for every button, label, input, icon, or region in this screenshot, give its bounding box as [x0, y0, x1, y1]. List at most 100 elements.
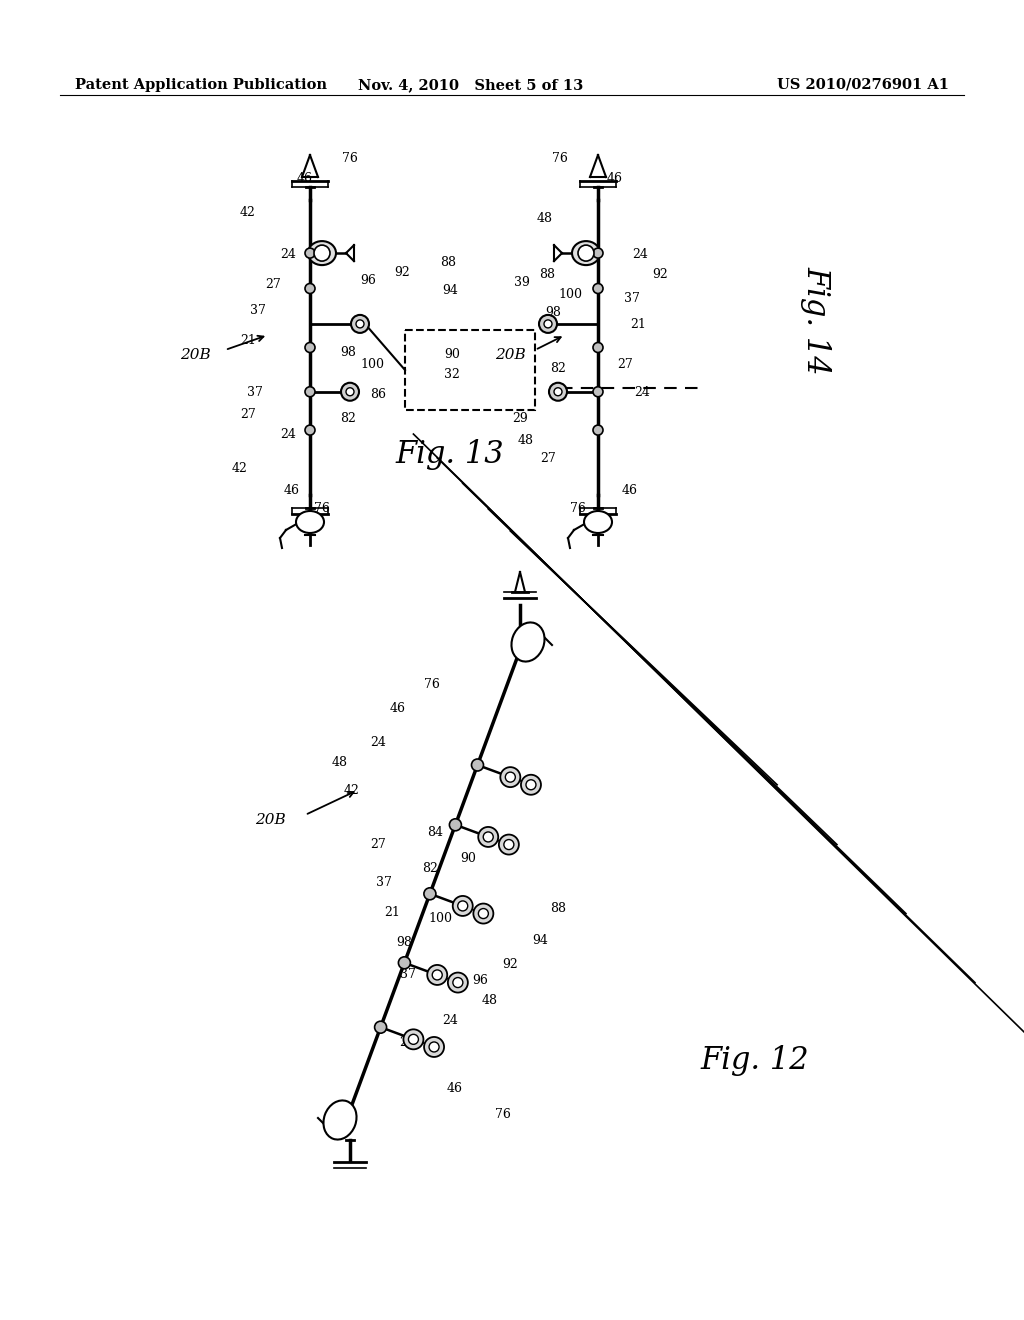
Circle shape: [593, 387, 603, 397]
Text: 27: 27: [399, 1035, 415, 1048]
Text: 48: 48: [332, 755, 348, 768]
Circle shape: [504, 840, 514, 850]
Text: 96: 96: [360, 273, 376, 286]
Text: 39: 39: [514, 276, 530, 289]
Text: 82: 82: [550, 362, 566, 375]
Circle shape: [544, 319, 552, 327]
Text: 98: 98: [396, 936, 412, 949]
Ellipse shape: [296, 511, 324, 533]
Circle shape: [526, 780, 536, 789]
Text: 76: 76: [314, 502, 330, 515]
Text: 76: 76: [570, 502, 586, 515]
Text: 20B: 20B: [255, 813, 286, 828]
Text: 46: 46: [297, 172, 313, 185]
Text: 37: 37: [250, 304, 266, 317]
Ellipse shape: [308, 242, 336, 265]
Text: 37: 37: [624, 292, 640, 305]
Text: 24: 24: [280, 429, 296, 441]
Circle shape: [593, 248, 603, 259]
Circle shape: [593, 342, 603, 352]
Text: 46: 46: [390, 701, 406, 714]
Text: 84: 84: [427, 825, 443, 838]
Text: 24: 24: [442, 1014, 458, 1027]
Text: 27: 27: [617, 359, 633, 371]
Text: 46: 46: [284, 483, 300, 496]
Text: 46: 46: [607, 172, 623, 185]
Text: 21: 21: [384, 906, 400, 919]
Text: 24: 24: [634, 385, 650, 399]
Circle shape: [432, 970, 442, 979]
Text: 92: 92: [652, 268, 668, 281]
Text: 32: 32: [444, 368, 460, 381]
Text: 24: 24: [632, 248, 648, 261]
Text: 94: 94: [532, 933, 548, 946]
Circle shape: [578, 246, 594, 261]
Text: 37: 37: [376, 875, 392, 888]
Circle shape: [424, 888, 436, 900]
Text: 98: 98: [545, 305, 561, 318]
Circle shape: [341, 383, 359, 401]
Circle shape: [501, 767, 520, 787]
Circle shape: [305, 387, 315, 397]
Ellipse shape: [511, 623, 545, 661]
Text: 46: 46: [447, 1081, 463, 1094]
Circle shape: [305, 284, 315, 293]
Text: 48: 48: [482, 994, 498, 1006]
Text: Fig. 13: Fig. 13: [395, 440, 504, 470]
Circle shape: [473, 904, 494, 924]
Text: 29: 29: [512, 412, 528, 425]
Circle shape: [458, 902, 468, 911]
Circle shape: [409, 1035, 419, 1044]
Text: 92: 92: [502, 958, 518, 972]
Text: 21: 21: [630, 318, 646, 331]
Circle shape: [505, 772, 515, 783]
Text: 27: 27: [240, 408, 256, 421]
Text: Nov. 4, 2010   Sheet 5 of 13: Nov. 4, 2010 Sheet 5 of 13: [358, 78, 584, 92]
Text: 96: 96: [472, 974, 488, 986]
Circle shape: [429, 1041, 439, 1052]
Circle shape: [471, 759, 483, 771]
Text: 20B: 20B: [495, 348, 525, 362]
Text: 76: 76: [495, 1109, 511, 1122]
Bar: [406, 330, 535, 411]
Circle shape: [453, 978, 463, 987]
Text: 42: 42: [240, 206, 256, 219]
Circle shape: [478, 826, 499, 847]
Text: 27: 27: [265, 279, 281, 292]
Text: 90: 90: [460, 851, 476, 865]
Text: 76: 76: [424, 678, 440, 692]
Circle shape: [521, 775, 541, 795]
Circle shape: [539, 315, 557, 333]
Text: 37: 37: [247, 385, 263, 399]
Circle shape: [305, 248, 315, 259]
Text: 94: 94: [442, 284, 458, 297]
Text: 88: 88: [539, 268, 555, 281]
Text: 100: 100: [558, 289, 582, 301]
Ellipse shape: [584, 511, 612, 533]
Text: 48: 48: [537, 211, 553, 224]
Text: 76: 76: [342, 152, 358, 165]
Circle shape: [483, 832, 494, 842]
Circle shape: [351, 315, 369, 333]
Text: US 2010/0276901 A1: US 2010/0276901 A1: [777, 78, 949, 92]
Text: 92: 92: [394, 265, 410, 279]
Circle shape: [346, 388, 354, 396]
Circle shape: [593, 425, 603, 436]
Ellipse shape: [572, 242, 600, 265]
Text: Patent Application Publication: Patent Application Publication: [75, 78, 327, 92]
Text: 88: 88: [440, 256, 456, 268]
Text: 100: 100: [360, 359, 384, 371]
Circle shape: [427, 965, 447, 985]
Text: 100: 100: [428, 912, 452, 924]
Text: 46: 46: [622, 483, 638, 496]
Text: 20B: 20B: [179, 348, 210, 362]
Circle shape: [478, 908, 488, 919]
Text: 42: 42: [232, 462, 248, 474]
Text: 88: 88: [550, 902, 566, 915]
Text: 76: 76: [552, 152, 568, 165]
Circle shape: [447, 973, 468, 993]
Text: 27: 27: [540, 451, 556, 465]
Text: 86: 86: [370, 388, 386, 401]
Circle shape: [398, 957, 411, 969]
Text: 82: 82: [340, 412, 356, 425]
